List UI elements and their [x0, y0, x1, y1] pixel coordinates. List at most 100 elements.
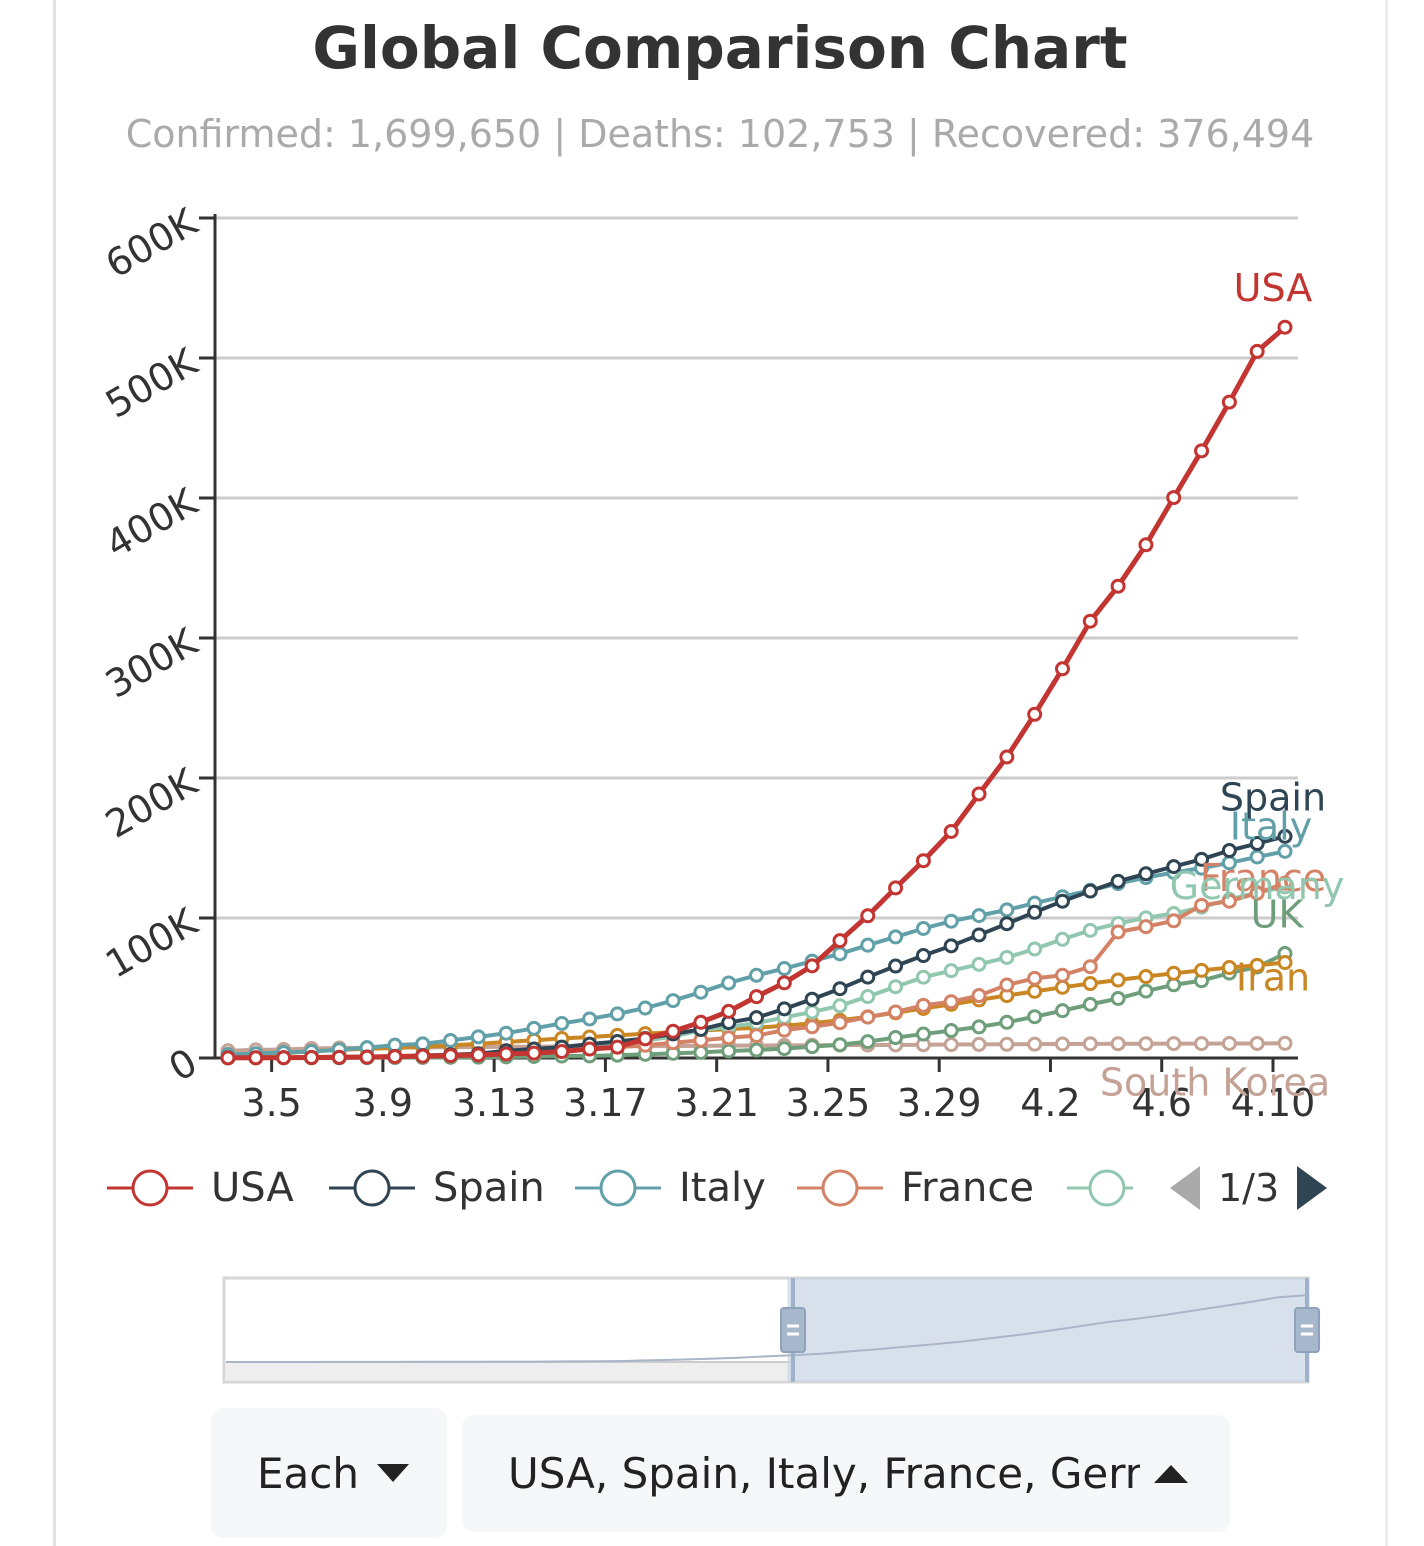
data-point — [971, 786, 987, 802]
data-point — [832, 933, 848, 949]
caret-up-icon — [1154, 1464, 1188, 1483]
data-point — [943, 938, 959, 954]
legend-item-spain[interactable]: Spain — [327, 1158, 545, 1218]
legend-item-italy[interactable]: Italy — [573, 1158, 766, 1218]
data-point — [971, 1019, 987, 1035]
data-point — [526, 1045, 542, 1061]
legend-label-italy: Italy — [679, 1165, 766, 1211]
data-point — [915, 853, 931, 869]
data-point — [1054, 1036, 1070, 1052]
data-point — [1277, 843, 1293, 859]
data-point — [1027, 706, 1043, 722]
data-point — [943, 913, 959, 929]
data-point — [1221, 394, 1237, 410]
legend-circle — [1088, 1169, 1126, 1207]
data-point — [721, 975, 737, 991]
data-point — [248, 1050, 264, 1066]
countries-dropdown-button[interactable]: USA, Spain, Italy, France, Germany — [462, 1415, 1230, 1532]
series-end-label: Spain — [1220, 775, 1326, 819]
data-point — [1166, 859, 1182, 875]
series-end-label: Iran — [1236, 956, 1310, 1000]
data-point — [888, 1004, 904, 1020]
series-end-label: USA — [1234, 266, 1313, 310]
series-end-label: South Korea — [1100, 1060, 1330, 1104]
data-point — [999, 902, 1015, 918]
data-point — [749, 1010, 764, 1026]
data-point — [1249, 343, 1265, 359]
data-point — [1082, 996, 1098, 1012]
x-tick-label: 3.21 — [674, 1081, 759, 1125]
data-point — [721, 1003, 737, 1019]
data-point — [832, 1037, 848, 1053]
data-point — [776, 961, 792, 977]
data-point — [776, 1041, 792, 1057]
data-point — [443, 1033, 459, 1048]
series-end-label: Italy — [1230, 804, 1312, 848]
data-point — [832, 998, 848, 1014]
data-point — [1138, 1036, 1154, 1052]
legend-circle — [599, 1169, 637, 1207]
data-point — [1027, 970, 1043, 986]
data-point — [1138, 919, 1154, 935]
data-point — [665, 993, 681, 1009]
data-point — [888, 880, 904, 896]
data-point — [888, 1030, 904, 1046]
caret-down-icon — [377, 1464, 409, 1482]
data-point — [943, 823, 959, 839]
legend-circle — [821, 1169, 859, 1207]
triangle-right-icon[interactable] — [1295, 1164, 1329, 1212]
data-point — [415, 1036, 431, 1052]
data-point — [554, 1015, 570, 1031]
mode-dropdown-button[interactable]: Each — [211, 1408, 447, 1538]
data-point — [693, 1014, 709, 1030]
data-point — [915, 948, 931, 964]
legend-symbol-france — [797, 1169, 883, 1207]
data-point — [860, 1009, 876, 1025]
data-point — [1138, 866, 1154, 882]
x-tick-label: 3.9 — [353, 1081, 413, 1125]
y-tick-label: 300K — [98, 619, 205, 706]
data-zoom-slider[interactable] — [0, 1270, 1424, 1400]
x-tick-label: 3.5 — [241, 1081, 301, 1125]
data-point — [526, 1020, 542, 1036]
data-point — [693, 984, 709, 1000]
data-point — [609, 1039, 625, 1055]
data-point — [999, 977, 1015, 993]
data-point — [1194, 1036, 1210, 1052]
data-point — [804, 1019, 820, 1035]
data-point — [1194, 897, 1210, 913]
legend-item-france[interactable]: France — [795, 1158, 1034, 1218]
data-point — [1110, 991, 1126, 1006]
drag-handle-icon[interactable] — [1294, 1307, 1320, 1353]
drag-handle-icon[interactable] — [780, 1307, 806, 1353]
data-point — [1166, 490, 1182, 506]
data-point — [470, 1029, 486, 1045]
data-point — [1221, 843, 1237, 859]
data-point — [832, 1015, 848, 1031]
triangle-left-icon[interactable] — [1168, 1164, 1202, 1212]
data-point — [220, 1050, 236, 1066]
legend-item-usa[interactable]: USA — [105, 1158, 294, 1218]
data-point — [804, 958, 820, 974]
x-tick-label: 3.25 — [786, 1081, 871, 1125]
y-tick-label: 400K — [98, 479, 205, 566]
data-point — [1027, 941, 1043, 957]
data-point — [971, 1036, 987, 1052]
data-point — [359, 1049, 375, 1065]
data-point — [832, 946, 848, 962]
legend-item-germany[interactable] — [1065, 1158, 1151, 1218]
data-point — [1221, 960, 1237, 976]
data-point — [470, 1047, 486, 1063]
data-point — [860, 969, 876, 985]
zoom-preview-line — [226, 1294, 1307, 1363]
zoom-selected-range[interactable] — [787, 1278, 1306, 1382]
data-point — [637, 1031, 653, 1047]
data-point — [1054, 1003, 1070, 1019]
legend-circle — [131, 1169, 169, 1207]
data-point — [1166, 913, 1182, 929]
data-point — [943, 1023, 959, 1039]
legend-page-indicator: 1/3 — [1218, 1166, 1280, 1210]
series-end-label: UK — [1251, 893, 1305, 937]
data-point — [1082, 976, 1098, 992]
data-point — [1166, 965, 1182, 981]
